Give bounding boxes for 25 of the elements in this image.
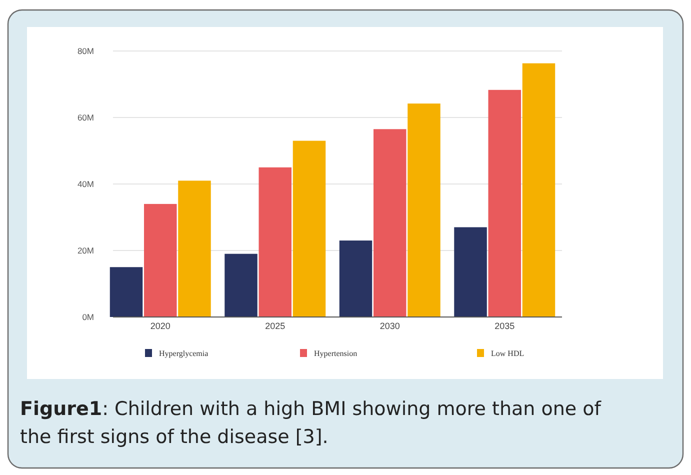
x-tick-label: 2035: [494, 321, 515, 331]
legend-label: Low HDL: [491, 348, 524, 358]
legend-label: Hyperglycemia: [159, 348, 209, 358]
x-tick-label: 2030: [380, 321, 400, 331]
bar: [110, 267, 143, 317]
bar: [408, 104, 440, 317]
bar: [224, 254, 258, 317]
x-tick-label: 2020: [150, 321, 170, 331]
y-tick-label: 60M: [77, 112, 94, 122]
y-tick-label: 80M: [77, 46, 94, 56]
bar: [488, 90, 521, 317]
bar: [339, 240, 372, 317]
y-tick-label: 20M: [77, 245, 94, 256]
bar: [374, 129, 406, 317]
bar: [258, 167, 292, 317]
x-tick-label: 2025: [265, 321, 286, 331]
bar: [292, 140, 326, 317]
bar: [178, 180, 211, 317]
y-tick-label: 40M: [77, 178, 94, 189]
y-tick-label: 0M: [82, 312, 94, 322]
bar: [144, 204, 177, 317]
caption: Figure1: Children with a high BMI showing more than one of the first signs of the disease [3].: [20, 398, 602, 448]
legend-label: Hypertension: [314, 348, 358, 358]
bar: [522, 63, 556, 317]
bar: [454, 227, 487, 317]
